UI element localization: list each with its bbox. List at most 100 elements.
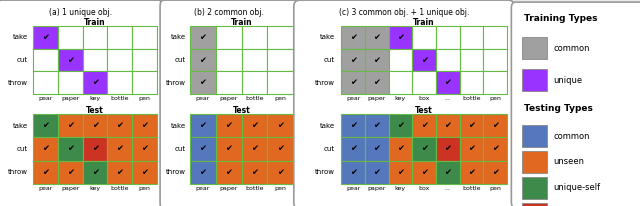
- Bar: [132, 49, 157, 71]
- Bar: [412, 114, 436, 137]
- Text: ✔: ✔: [349, 144, 356, 153]
- Text: ✔: ✔: [42, 168, 49, 177]
- Bar: [58, 137, 83, 161]
- Text: throw: throw: [8, 80, 28, 86]
- Bar: [341, 137, 365, 161]
- Text: ✔: ✔: [199, 168, 206, 177]
- Text: throw: throw: [315, 80, 335, 86]
- Text: pear: pear: [346, 186, 360, 191]
- Text: pen: pen: [489, 186, 501, 191]
- Text: ✔: ✔: [492, 168, 499, 177]
- Bar: [132, 137, 157, 161]
- Text: paper: paper: [220, 186, 237, 191]
- Text: ✔: ✔: [141, 168, 148, 177]
- Text: bottle: bottle: [245, 186, 264, 191]
- Bar: [241, 114, 268, 137]
- Bar: [83, 137, 108, 161]
- Text: ✔: ✔: [373, 168, 380, 177]
- Text: ✔: ✔: [420, 144, 428, 153]
- Text: ✔: ✔: [42, 33, 49, 42]
- Text: pear: pear: [38, 186, 52, 191]
- Text: bottle: bottle: [111, 96, 129, 101]
- Text: ✔: ✔: [251, 168, 258, 177]
- Bar: [388, 49, 412, 71]
- Bar: [522, 151, 547, 173]
- Bar: [189, 71, 216, 94]
- Bar: [58, 161, 83, 184]
- Bar: [460, 137, 483, 161]
- Bar: [412, 49, 436, 71]
- Bar: [365, 114, 388, 137]
- Bar: [365, 137, 388, 161]
- Text: ✔: ✔: [67, 144, 74, 153]
- Text: cut: cut: [324, 146, 335, 152]
- Bar: [216, 71, 241, 94]
- Bar: [33, 49, 58, 71]
- Bar: [58, 26, 83, 49]
- Bar: [189, 49, 216, 71]
- Bar: [268, 49, 293, 71]
- Text: ✔: ✔: [349, 78, 356, 87]
- Bar: [388, 161, 412, 184]
- Bar: [365, 161, 388, 184]
- Text: paper: paper: [220, 96, 237, 101]
- Bar: [483, 71, 507, 94]
- Bar: [189, 114, 216, 137]
- Bar: [365, 49, 388, 71]
- Text: ✔: ✔: [444, 121, 451, 130]
- Text: common: common: [554, 44, 590, 53]
- Bar: [241, 137, 268, 161]
- Bar: [412, 137, 436, 161]
- Bar: [216, 49, 241, 71]
- Text: ✔: ✔: [225, 144, 232, 153]
- Bar: [483, 49, 507, 71]
- Bar: [216, 26, 241, 49]
- Text: ✔: ✔: [141, 121, 148, 130]
- Text: ✔: ✔: [67, 121, 74, 130]
- Text: ✔: ✔: [277, 121, 284, 130]
- Text: pear: pear: [195, 186, 210, 191]
- Text: ✔: ✔: [444, 144, 451, 153]
- Text: paper: paper: [367, 96, 386, 101]
- Text: ✔: ✔: [116, 144, 124, 153]
- Text: bottle: bottle: [111, 186, 129, 191]
- Text: Test: Test: [415, 106, 433, 115]
- Bar: [33, 137, 58, 161]
- Bar: [108, 26, 132, 49]
- Bar: [58, 114, 83, 137]
- Text: ✔: ✔: [397, 144, 404, 153]
- Bar: [58, 49, 83, 71]
- Bar: [522, 69, 547, 91]
- Text: ✔: ✔: [141, 144, 148, 153]
- Bar: [189, 26, 216, 49]
- Bar: [83, 26, 108, 49]
- Text: key: key: [395, 186, 406, 191]
- Text: ✔: ✔: [373, 121, 380, 130]
- Text: ✔: ✔: [92, 168, 99, 177]
- Bar: [388, 26, 412, 49]
- Text: ✔: ✔: [468, 121, 475, 130]
- Text: unique: unique: [554, 76, 583, 84]
- Bar: [83, 71, 108, 94]
- Bar: [436, 71, 460, 94]
- Text: ✔: ✔: [397, 121, 404, 130]
- Bar: [365, 26, 388, 49]
- Text: ✔: ✔: [92, 144, 99, 153]
- Bar: [189, 137, 216, 161]
- Text: ✔: ✔: [468, 168, 475, 177]
- Bar: [268, 26, 293, 49]
- Bar: [108, 114, 132, 137]
- FancyBboxPatch shape: [294, 0, 515, 206]
- Text: cut: cut: [17, 146, 28, 152]
- Bar: [412, 26, 436, 49]
- Text: ✔: ✔: [251, 121, 258, 130]
- FancyBboxPatch shape: [0, 0, 163, 206]
- Bar: [216, 114, 241, 137]
- Bar: [216, 161, 241, 184]
- Bar: [241, 49, 268, 71]
- Text: ✔: ✔: [420, 56, 428, 64]
- Text: paper: paper: [367, 186, 386, 191]
- Text: cut: cut: [324, 57, 335, 63]
- Text: pen: pen: [139, 96, 150, 101]
- Text: take: take: [320, 34, 335, 40]
